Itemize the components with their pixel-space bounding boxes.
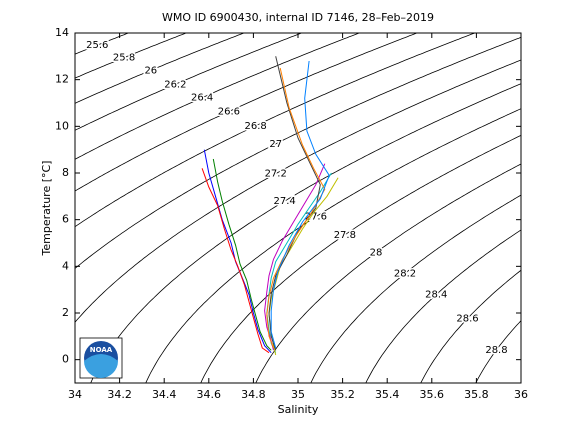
y-axis-label: Temperature [°C] xyxy=(40,161,53,257)
profiles xyxy=(201,56,339,356)
isopycnal-label: 27.8 xyxy=(334,230,356,241)
x-tick-label: 35.8 xyxy=(464,388,489,401)
y-tick-label: 0 xyxy=(62,353,69,366)
isopycnal xyxy=(365,229,521,383)
contours xyxy=(75,33,521,383)
logo: NOAA xyxy=(79,337,123,379)
isopycnal-label: 28.6 xyxy=(456,314,478,325)
x-tick-label: 35.4 xyxy=(375,388,400,401)
profile xyxy=(266,172,332,353)
x-tick-label: 34.8 xyxy=(241,388,266,401)
isopycnal xyxy=(75,33,476,228)
y-tick-label: 4 xyxy=(62,259,69,272)
isopycnal xyxy=(255,163,521,383)
isopycnal-label: 26.2 xyxy=(164,79,186,90)
isopycnal-label: 28.2 xyxy=(394,268,416,279)
profile xyxy=(268,56,321,351)
y-tick-label: 2 xyxy=(62,306,69,319)
contour-labels: 25.6 25.8 26 26.2 26.4 26.6 26.827 27.2 27.4 27.6… xyxy=(85,39,509,358)
isopycnal-label: 26.4 xyxy=(191,93,213,104)
isopycnal xyxy=(310,194,521,383)
isopycnal xyxy=(200,135,521,383)
y-tick-label: 14 xyxy=(55,26,69,39)
profile xyxy=(212,158,272,351)
isopycnal-label: 26.8 xyxy=(244,121,266,132)
isopycnal xyxy=(75,59,521,323)
isopycnal xyxy=(75,33,418,192)
x-tick-label: 35.6 xyxy=(420,388,445,401)
isopycnal xyxy=(75,33,245,104)
profile xyxy=(270,60,330,349)
isopycnal xyxy=(475,320,521,383)
isopycnal xyxy=(420,269,521,383)
plot-area xyxy=(75,33,521,383)
isopycnal-label: 26 xyxy=(144,65,157,76)
isopycnal-label: 25.8 xyxy=(113,53,135,64)
isopycnal-label: 28 xyxy=(370,248,383,259)
axes: 34 34.2 34.4 34.6 34.8 35 35.2 35.4 35.6 35.8 36 0 2… xyxy=(55,26,528,401)
isopycnal-label: 25.6 xyxy=(86,40,108,51)
isopycnal xyxy=(145,108,521,383)
profile xyxy=(264,163,326,351)
profile xyxy=(266,67,326,349)
chart-title: WMO ID 6900430, internal ID 7146, 28–Feb… xyxy=(162,11,434,24)
x-tick-label: 34 xyxy=(68,388,82,401)
isopycnal-label: 28.8 xyxy=(485,345,507,356)
x-tick-label: 34.4 xyxy=(152,388,177,401)
logo-text: NOAA xyxy=(90,346,113,354)
logo-wave xyxy=(84,354,118,378)
x-tick-label: 34.6 xyxy=(197,388,222,401)
plot-frame xyxy=(74,32,522,384)
isopycnal-label: 27 xyxy=(269,139,282,150)
y-tick-label: 12 xyxy=(55,73,69,86)
isopycnal xyxy=(75,33,361,160)
profile xyxy=(201,168,270,354)
isopycnal-label: 27.2 xyxy=(265,169,287,180)
y-tick-label: 6 xyxy=(62,213,69,226)
x-tick-label: 35 xyxy=(291,388,305,401)
isopycnal xyxy=(75,33,188,79)
y-tick-label: 10 xyxy=(55,119,69,132)
isopycnal-label: 26.6 xyxy=(218,107,240,118)
x-tick-label: 36 xyxy=(514,388,528,401)
isopycnal-label: 28.4 xyxy=(425,290,447,301)
isopycnal-label: 27.4 xyxy=(273,196,295,207)
x-tick-label: 35.2 xyxy=(330,388,355,401)
isopycnal xyxy=(90,83,521,383)
y-tick-label: 8 xyxy=(62,166,69,179)
isopycnal-label: 27.6 xyxy=(305,212,327,223)
x-axis-label: Salinity xyxy=(278,403,319,416)
x-tick-label: 34.2 xyxy=(107,388,132,401)
